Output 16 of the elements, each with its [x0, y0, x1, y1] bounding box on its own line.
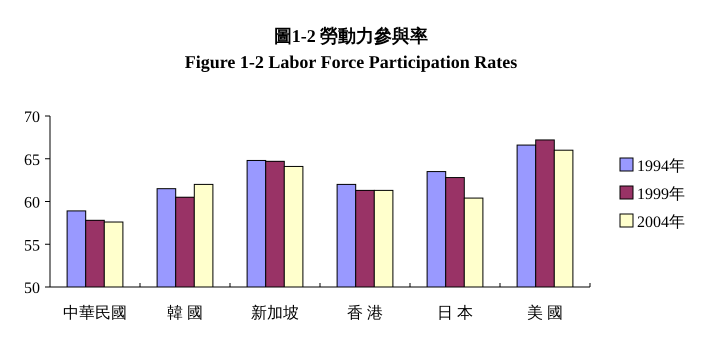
y-tick-label: 50	[24, 280, 40, 297]
x-tick-label: 日 本	[437, 304, 473, 322]
legend-label: 1994年	[637, 158, 685, 175]
title: 圖1-2 勞動力參與率	[274, 26, 428, 46]
y-tick-label: 55	[24, 237, 40, 254]
x-tick-label: 美 國	[527, 304, 563, 322]
legend-label: 1999年	[637, 186, 685, 203]
x-tick-label: 新加坡	[251, 304, 299, 322]
y-tick-label: 60	[24, 194, 40, 212]
x-tick-label: 中華民國	[63, 304, 127, 322]
legend-label: 2004年	[637, 214, 685, 231]
x-tick-label: 香 港	[347, 304, 383, 322]
subtitle: Figure 1-2 Labor Force Participation Rates	[184, 52, 518, 72]
x-tick-label: 韓 國	[167, 304, 203, 322]
y-tick-label: 65	[24, 152, 40, 169]
y-tick-label: 70	[24, 109, 40, 126]
